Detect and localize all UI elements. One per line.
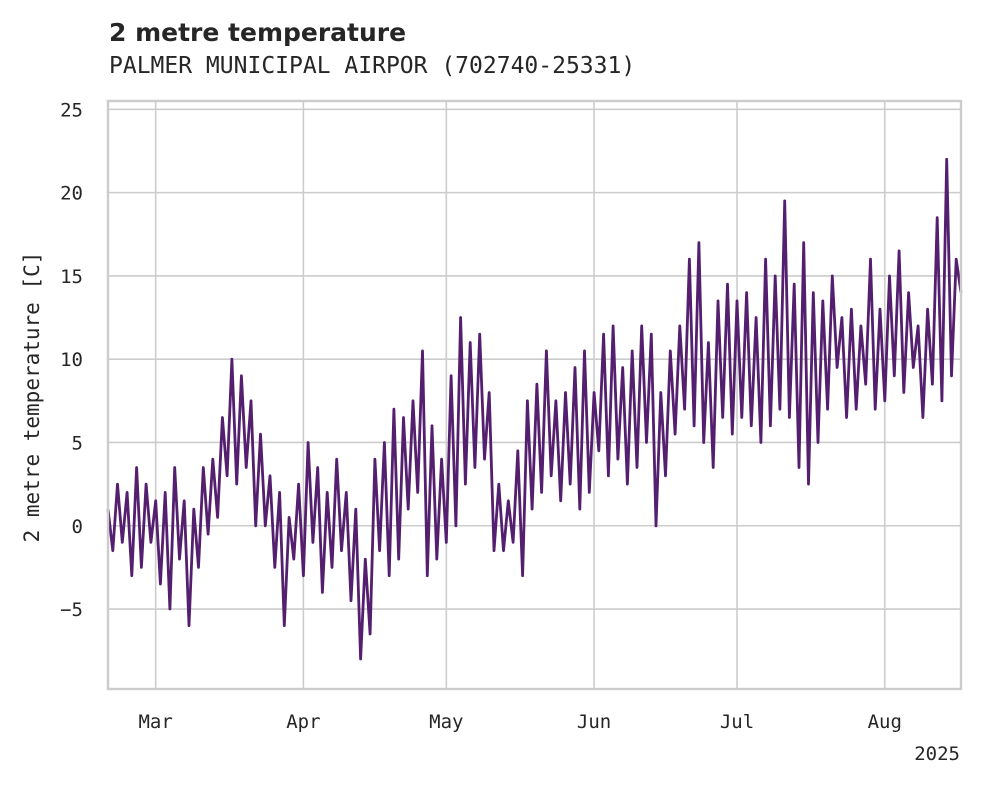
y-tick-label: −5 [60, 599, 83, 621]
x-tick-label: Jul [720, 711, 754, 733]
y-tick-label: 5 [72, 432, 83, 454]
x-tick-label: Apr [286, 711, 320, 733]
y-axis-label: 2 metre temperature [C] [20, 252, 44, 543]
x-tick-label: Aug [868, 711, 902, 733]
y-tick-label: 15 [60, 266, 83, 288]
x-tick-label: Jun [577, 711, 611, 733]
series-layer [106, 157, 963, 661]
x-tick-label: Mar [138, 711, 172, 733]
y-tick-label: 20 [60, 183, 83, 205]
tick-labels: −5 0 5 10 15 20 25 Mar Apr May Jun Jul Aug [60, 99, 902, 733]
x-axis-year-label: 2025 [914, 743, 960, 765]
y-tick-label: 10 [60, 349, 83, 371]
chart-subtitle: PALMER MUNICIPAL AIRPOR (702740-25331) [109, 53, 635, 79]
plot-frame [106, 99, 963, 691]
y-tick-label: 0 [72, 516, 83, 538]
chart-title: 2 metre temperature [109, 18, 406, 47]
grid [108, 101, 961, 689]
x-tick-label: May [429, 711, 463, 733]
temperature-series-line [106, 157, 963, 661]
y-tick-label: 25 [60, 99, 83, 121]
